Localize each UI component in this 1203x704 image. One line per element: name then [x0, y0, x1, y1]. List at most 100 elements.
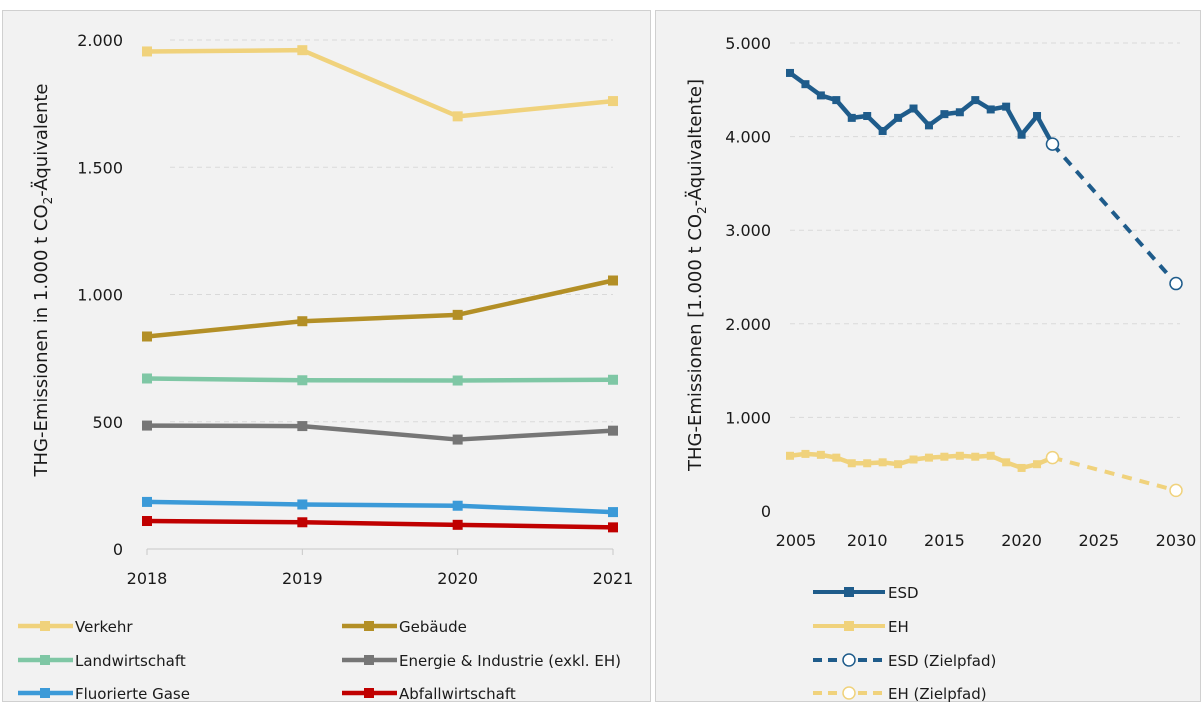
marker-eh	[832, 453, 841, 462]
marker-verkehr	[142, 46, 152, 57]
legend-marker	[842, 686, 856, 700]
marker-eh	[878, 458, 887, 467]
marker-esd	[816, 91, 825, 100]
marker-eh	[971, 452, 980, 461]
left-y-tick-label: 1.000	[77, 286, 123, 305]
marker-esd	[847, 113, 856, 122]
line-eh	[789, 451, 1054, 471]
legend-marker	[40, 688, 50, 698]
right-x-tick-label: 2020	[1001, 531, 1042, 550]
left-y-axis-label: THG-Emissionen in 1.000 t CO2-Äquivalent…	[31, 83, 55, 477]
left-y-tick-label: 1.500	[77, 158, 123, 177]
marker-esd	[971, 96, 980, 105]
legend-label: Energie & Industrie (exkl. EH)	[399, 652, 621, 670]
marker-landwirtschaft	[608, 374, 618, 385]
legend-marker	[842, 653, 856, 667]
legend-label: Fluorierte Gase	[75, 685, 190, 703]
marker-landwirtschaft	[452, 375, 463, 386]
left-x-tick-label: 2019	[282, 569, 323, 588]
marker-esd	[940, 110, 949, 119]
marker-eh	[940, 452, 949, 461]
marker-energie-industrie-exkl-eh	[297, 421, 308, 432]
right-y-tick-label: 4.000	[725, 128, 771, 147]
legend-marker	[364, 688, 374, 698]
marker-eh	[863, 459, 872, 468]
left-x-tick-label: 2021	[593, 569, 634, 588]
legend-item-esd: ESD	[813, 584, 919, 602]
left-y-tick-label: 500	[92, 413, 123, 432]
legend-item-energie-industrie-exkl-eh: Energie & Industrie (exkl. EH)	[342, 652, 621, 670]
left-line-chart: 0 500 1.000 1.500 2.000 2018 2019 2020 2021 THG-…	[18, 31, 633, 703]
legend-label: Verkehr	[75, 618, 133, 636]
left-y-tick-label: 2.000	[77, 31, 123, 50]
right-y-tick-label: 5.000	[725, 34, 771, 53]
right-x-tick-label: 2005	[776, 531, 817, 550]
marker-esd	[1017, 130, 1026, 139]
legend-item-verkehr: Verkehr	[18, 618, 133, 636]
marker-eh	[1017, 463, 1026, 472]
legend-label: EH	[888, 618, 909, 636]
marker-landwirtschaft	[297, 375, 308, 386]
marker-eh	[924, 453, 933, 462]
legend-item-geb-ude: Gebäude	[342, 618, 467, 636]
right-y-tick-label: 2.000	[725, 315, 771, 334]
marker-abfallwirtschaft	[142, 516, 152, 527]
left-y-tick-label: 0	[113, 540, 123, 559]
marker-fluorierte-gase	[297, 499, 308, 510]
marker-geb-ude	[608, 275, 618, 286]
right-x-tick-label: 2015	[924, 531, 965, 550]
marker-fluorierte-gase	[142, 496, 152, 507]
line-esd-zielpfad	[1050, 142, 1178, 285]
marker-esd	[801, 80, 810, 89]
right-x-tick-label: 2010	[847, 531, 888, 550]
marker-eh	[955, 451, 964, 460]
marker-verkehr	[297, 45, 308, 56]
right-x-tick-label: 2030	[1156, 531, 1197, 550]
marker-abfallwirtschaft	[297, 517, 308, 528]
marker-abfallwirtschaft	[608, 522, 618, 533]
line-esd	[788, 71, 1055, 146]
legend-marker	[364, 621, 374, 631]
right-y-axis-label: THG-Emissionen [1.000 t CO2-Äquivaltente…	[685, 79, 709, 472]
marker-abfallwirtschaft	[452, 519, 463, 530]
marker-verkehr	[608, 96, 618, 107]
marker-fluorierte-gase	[608, 507, 618, 518]
marker-esd	[863, 112, 872, 121]
legend-label: EH (Zielpfad)	[888, 685, 987, 703]
left-x-tick-label: 2018	[127, 569, 168, 588]
line-fluorierte-gase	[146, 499, 614, 515]
right-x-tick-label: 2025	[1078, 531, 1119, 550]
line-energie-industrie-exkl-eh	[146, 423, 614, 442]
left-x-tick-label: 2020	[437, 569, 478, 588]
marker-eh	[909, 455, 918, 464]
marker-eh	[1002, 458, 1011, 467]
line-landwirtschaft	[146, 376, 614, 383]
marker-geb-ude	[142, 331, 152, 342]
marker-eh	[786, 451, 794, 460]
marker-esd	[832, 96, 841, 105]
marker-energie-industrie-exkl-eh	[608, 425, 618, 436]
marker-energie-industrie-exkl-eh	[452, 434, 463, 445]
marker-esd-zielpfad	[1169, 276, 1183, 291]
marker-geb-ude	[297, 316, 308, 327]
marker-esd	[894, 113, 903, 122]
legend-marker	[844, 587, 854, 597]
marker-esd	[924, 121, 933, 130]
right-y-tick-label: 1.000	[725, 408, 771, 427]
legend-item-landwirtschaft: Landwirtschaft	[18, 652, 186, 670]
marker-verkehr	[452, 111, 463, 122]
marker-esd	[909, 104, 918, 113]
marker-esd	[986, 105, 995, 114]
legend-item-abfallwirtschaft: Abfallwirtschaft	[342, 685, 516, 703]
legend-label: Abfallwirtschaft	[399, 685, 516, 703]
marker-esd	[955, 108, 964, 117]
left-chart-panel	[2, 10, 651, 702]
marker-esd	[878, 126, 887, 135]
legend-marker	[844, 621, 854, 631]
line-eh-zielpfad	[1051, 455, 1177, 493]
marker-esd	[786, 68, 794, 77]
right-y-tick-label: 3.000	[725, 221, 771, 240]
marker-esd	[1002, 102, 1011, 111]
marker-eh	[986, 451, 995, 460]
